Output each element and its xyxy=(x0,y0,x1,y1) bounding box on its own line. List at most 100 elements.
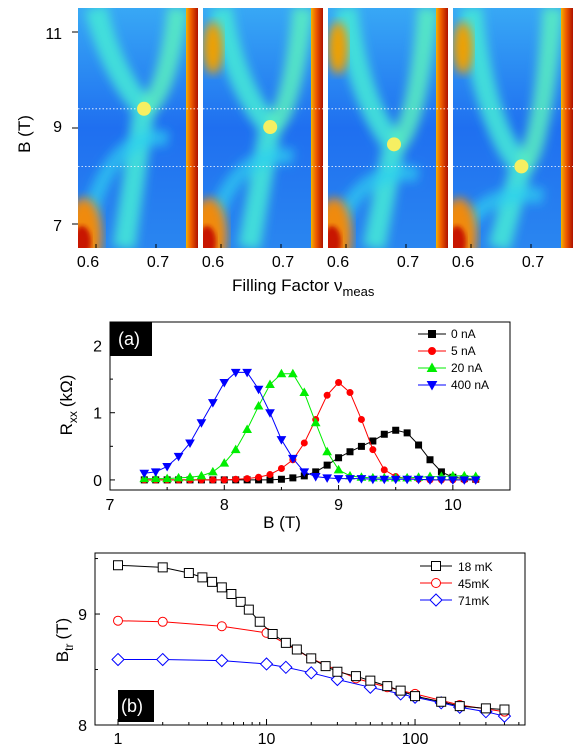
data-point xyxy=(335,454,343,462)
data-point xyxy=(196,419,207,428)
legend-label: 45mK xyxy=(458,577,489,591)
data-point xyxy=(380,466,388,474)
data-point xyxy=(395,685,406,696)
data-point xyxy=(157,616,168,627)
panel-b: (b) 1 10 100 8 9 18 mK 45mK 71mK Btr(T) xyxy=(53,552,526,746)
data-point xyxy=(242,368,253,378)
panel-label: (a) xyxy=(118,329,140,349)
panel-label: (b) xyxy=(121,696,143,716)
data-point xyxy=(470,476,481,485)
transition-point xyxy=(137,101,151,116)
data-point xyxy=(426,362,438,372)
data-point xyxy=(255,473,263,481)
x-tick-label: 0.7 xyxy=(147,254,169,271)
hot-corner-core xyxy=(203,226,216,248)
data-point xyxy=(220,476,228,484)
data-point xyxy=(428,330,436,338)
data-point xyxy=(150,473,161,483)
data-point xyxy=(320,661,331,672)
hot-top-left xyxy=(453,22,473,74)
data-point xyxy=(403,429,411,437)
y-tick-label: 8 xyxy=(78,718,87,735)
data-point xyxy=(415,441,423,449)
x-tick-label: 0.6 xyxy=(202,254,224,271)
series xyxy=(113,560,510,715)
data-point xyxy=(113,560,124,571)
heatmap-panel: 0.6 0.7 xyxy=(202,8,323,271)
data-point xyxy=(279,660,293,675)
x-axis-label: Filling Factor νmeas xyxy=(232,276,375,299)
data-point xyxy=(299,387,310,397)
data-point xyxy=(322,474,333,483)
data-point xyxy=(346,389,354,397)
data-point xyxy=(150,468,161,477)
data-point xyxy=(335,378,343,386)
data-point xyxy=(111,652,125,667)
data-point xyxy=(426,456,434,464)
data-point xyxy=(207,466,218,476)
legend-label: 20 nA xyxy=(451,361,482,375)
hot-top-left xyxy=(203,22,223,74)
data-point xyxy=(183,567,194,578)
y-tick-label: 9 xyxy=(53,119,62,136)
plot-frame xyxy=(94,552,526,726)
legend-label: 400 nA xyxy=(451,378,489,392)
data-point xyxy=(162,473,173,483)
data-point xyxy=(436,476,447,485)
heatmap-image xyxy=(203,8,323,248)
data-point xyxy=(425,476,435,485)
data-point xyxy=(332,666,343,677)
data-point xyxy=(333,464,344,474)
data-point xyxy=(265,379,275,388)
x-tick-label: 7 xyxy=(106,497,115,514)
x-tick-label: 0.6 xyxy=(327,254,349,271)
data-point xyxy=(447,476,458,485)
data-point xyxy=(276,368,287,378)
data-point xyxy=(365,675,376,686)
data-point xyxy=(197,572,208,583)
y-tick-label: 0 xyxy=(93,473,102,490)
x-tick-label: 0.6 xyxy=(452,254,474,271)
data-point xyxy=(253,385,264,395)
data-point xyxy=(299,468,310,477)
heatmap-panels: 0.6 0.7 0.6 0.7 0.6 0.7 0.6 0.7 xyxy=(72,8,573,271)
data-point xyxy=(162,462,173,472)
data-point xyxy=(428,347,436,355)
heatmap-panel: 0.6 0.7 xyxy=(327,8,448,271)
data-point xyxy=(280,637,291,648)
x-tick-label: 0.7 xyxy=(272,254,294,271)
hot-edge xyxy=(561,8,573,248)
x-tick-label: 9 xyxy=(334,497,343,514)
y-tick-label: 9 xyxy=(78,607,87,624)
x-tick-label: 8 xyxy=(220,497,229,514)
data-point xyxy=(413,475,424,485)
y-tick-label: 1 xyxy=(93,406,102,423)
data-point xyxy=(207,576,218,587)
data-point xyxy=(173,472,184,482)
data-point xyxy=(390,475,401,485)
transition-point xyxy=(263,120,278,135)
data-point xyxy=(357,442,365,450)
hot-edge xyxy=(311,8,323,248)
x-tick-label: 10 xyxy=(258,731,276,746)
data-point xyxy=(139,469,150,479)
data-point xyxy=(480,703,491,714)
data-point xyxy=(185,439,195,448)
data-point xyxy=(345,475,355,484)
data-point xyxy=(265,409,275,418)
data-point xyxy=(254,616,265,627)
y-tick-label: 11 xyxy=(45,26,62,43)
heatmap-panel: 0.6 0.7 xyxy=(452,8,573,271)
x-tick-label: 1 xyxy=(114,731,123,746)
data-point xyxy=(310,417,321,427)
panel-label-bg xyxy=(110,322,152,356)
x-tick-label: 0.7 xyxy=(522,254,544,271)
y-axis-label: B (T) xyxy=(15,115,34,153)
y-axis-label: Rxx(kΩ) xyxy=(57,375,80,436)
data-point xyxy=(156,652,170,667)
data-point xyxy=(196,470,207,480)
data-point xyxy=(266,471,274,479)
data-point xyxy=(356,475,367,484)
data-point xyxy=(230,444,241,454)
